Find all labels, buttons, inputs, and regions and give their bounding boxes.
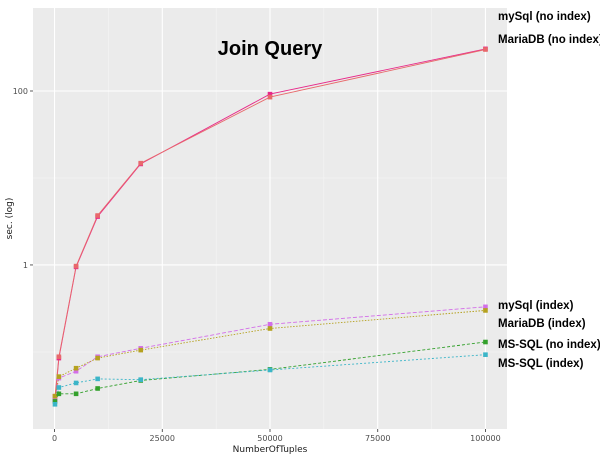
data-point — [267, 326, 273, 331]
data-point — [267, 321, 273, 327]
data-point — [52, 393, 58, 399]
series-points — [52, 46, 488, 407]
data-point — [52, 396, 58, 401]
y-tick-label: 100 — [13, 87, 28, 96]
x-tick-label: 75000 — [365, 434, 390, 443]
data-point — [95, 376, 100, 382]
data-point — [52, 399, 58, 404]
series-label: MS-SQL (no index) — [498, 339, 600, 351]
series-label: MariaDB (no index) — [498, 34, 600, 46]
data-point — [483, 304, 488, 310]
data-point — [483, 352, 488, 357]
data-point — [73, 368, 79, 374]
data-point — [267, 91, 273, 97]
series-label: MariaDB (index) — [498, 318, 586, 330]
series-label: MS-SQL (index) — [498, 358, 584, 370]
data-point — [138, 377, 144, 382]
data-point — [138, 160, 144, 166]
data-point — [483, 47, 488, 52]
data-point — [73, 263, 79, 269]
data-point — [52, 401, 58, 407]
x-tick-label: 50000 — [257, 434, 282, 443]
x-axis-title: NumberOfTuples — [233, 445, 308, 455]
data-point — [483, 339, 488, 345]
data-point — [267, 94, 273, 100]
x-tick-label: 100000 — [470, 434, 501, 443]
x-tick-label: 0 — [52, 434, 57, 443]
series-label: mySql (no index) — [498, 11, 591, 23]
series-label: mySql (index) — [498, 300, 574, 312]
data-point — [73, 391, 79, 397]
data-point — [95, 386, 100, 391]
data-point — [95, 213, 100, 218]
grid-lines — [33, 8, 507, 429]
data-point — [73, 380, 79, 386]
data-point — [267, 367, 273, 373]
data-point — [95, 355, 100, 361]
data-point — [56, 374, 62, 379]
y-axis-title: sec. (log) — [5, 198, 15, 240]
x-tick-label: 25000 — [150, 434, 175, 443]
data-point — [73, 365, 79, 371]
data-point — [56, 391, 62, 397]
data-point — [483, 308, 488, 313]
data-point — [56, 354, 62, 360]
x-axis-ticks: 0 25000 50000 75000 100000 — [52, 429, 501, 443]
y-axis-ticks: 1 100 — [13, 87, 33, 270]
series-labels: mySql (no index) MariaDB (no index) mySql … — [498, 11, 600, 370]
data-point — [138, 347, 144, 353]
data-point — [56, 385, 62, 390]
chart-title: Join Query — [218, 38, 323, 60]
y-tick-label: 1 — [23, 261, 28, 270]
